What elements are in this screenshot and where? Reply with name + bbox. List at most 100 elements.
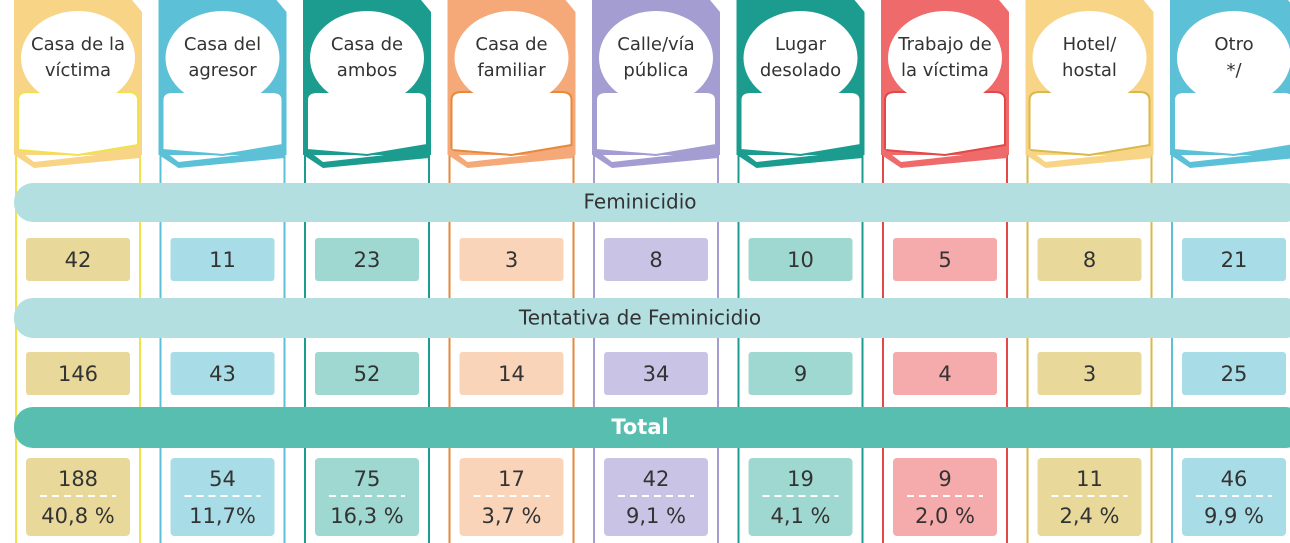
value: 10 (787, 248, 814, 272)
value: 5 (938, 248, 951, 272)
header-chevron (160, 148, 285, 168)
header-label: agresor (188, 60, 257, 81)
value: 9 (794, 362, 807, 386)
value-box (604, 238, 708, 281)
header-label: pública (623, 60, 688, 81)
value: 23 (354, 248, 381, 272)
header-chevron (1027, 148, 1152, 168)
header-circle (888, 11, 1002, 105)
value: 21 (1221, 248, 1248, 272)
value-box (170, 352, 275, 395)
header-pocket (161, 91, 284, 157)
header-circle (165, 11, 280, 105)
header-label: Otro (1214, 34, 1253, 55)
header-circle (21, 11, 135, 105)
header-chevron (738, 148, 863, 168)
value: 42 (65, 248, 92, 272)
value-box (748, 238, 853, 281)
total-percent: 4,1 % (770, 504, 830, 528)
total-value: 9 (938, 467, 951, 491)
total-percent: 11,7% (189, 504, 256, 528)
header-label: Casa de (475, 34, 547, 55)
value-box (893, 352, 997, 395)
total-band (14, 407, 1290, 448)
header-pocket (1028, 91, 1151, 157)
header-circle (1177, 11, 1290, 105)
header-chevron (1172, 148, 1290, 168)
header-pocket (450, 91, 573, 157)
value-box (459, 238, 564, 281)
total-percent: 9,1 % (626, 504, 686, 528)
header-label: familiar (477, 60, 546, 81)
header-label: Casa de la (31, 34, 125, 55)
value-box (748, 352, 853, 395)
value-box (170, 238, 275, 281)
total-value: 42 (643, 467, 670, 491)
value-box (893, 238, 997, 281)
header-chevron (449, 148, 574, 168)
header-label: la víctima (901, 60, 989, 81)
header-chevron (883, 148, 1007, 168)
header-chevron (594, 148, 718, 168)
header-chevron (305, 148, 429, 168)
total-percent: 9,9 % (1204, 504, 1264, 528)
header-pocket (884, 91, 1006, 157)
total-percent: 3,7 % (481, 504, 541, 528)
feminicidio-band (14, 183, 1290, 222)
total-percent: 16,3 % (330, 504, 403, 528)
total-value: 54 (209, 467, 236, 491)
header-label: Lugar (775, 34, 827, 55)
header-circle (599, 11, 713, 105)
value-box (26, 238, 130, 281)
header-label: hostal (1062, 60, 1117, 81)
header-pocket (739, 91, 862, 157)
header-pocket (17, 91, 139, 157)
value-box (1182, 238, 1286, 281)
value: 8 (649, 248, 662, 272)
value-box (315, 238, 419, 281)
header-label: */ (1226, 60, 1242, 81)
value-box (1037, 352, 1142, 395)
total-value: 75 (354, 467, 381, 491)
value: 25 (1221, 362, 1248, 386)
header-label: desolado (760, 60, 841, 81)
header-circle (310, 11, 424, 105)
header-label: Calle/vía (617, 34, 694, 55)
header-label: Trabajo de (897, 34, 991, 55)
total-value: 17 (498, 467, 525, 491)
value-box (1037, 238, 1142, 281)
header-label: Casa del (184, 34, 261, 55)
value: 14 (498, 362, 525, 386)
header-circle (454, 11, 569, 105)
header-circle (743, 11, 858, 105)
value: 34 (643, 362, 670, 386)
total-percent: 2,0 % (915, 504, 975, 528)
total-value: 188 (58, 467, 98, 491)
total-value: 11 (1076, 467, 1103, 491)
header-circle (1032, 11, 1147, 105)
total-percent: 40,8 % (41, 504, 114, 528)
header-pocket (595, 91, 717, 157)
value: 43 (209, 362, 236, 386)
value: 4 (938, 362, 951, 386)
value: 11 (209, 248, 236, 272)
value-box (1182, 352, 1286, 395)
value: 146 (58, 362, 98, 386)
value: 52 (354, 362, 381, 386)
header-pocket (1173, 91, 1290, 157)
header-label: Casa de (331, 34, 403, 55)
tentativa-band (14, 298, 1290, 338)
value-box (315, 352, 419, 395)
header-label: ambos (337, 60, 397, 81)
value-box (459, 352, 564, 395)
value: 3 (505, 248, 518, 272)
total-percent: 2,4 % (1059, 504, 1119, 528)
header-label: Hotel/ (1063, 34, 1118, 55)
value: 3 (1083, 362, 1096, 386)
header-chevron (16, 148, 140, 168)
header-label: víctima (45, 60, 111, 81)
total-title: Total (611, 415, 668, 439)
value: 8 (1083, 248, 1096, 272)
total-value: 19 (787, 467, 814, 491)
